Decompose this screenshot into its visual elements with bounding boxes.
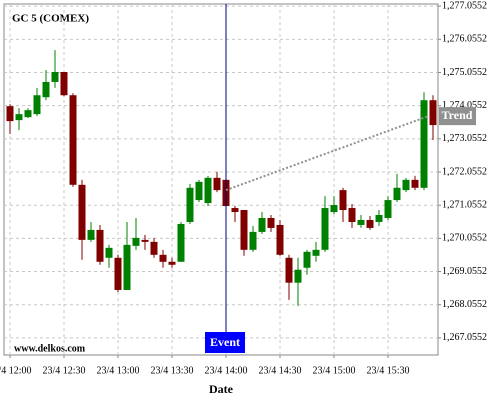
candle-body bbox=[339, 190, 347, 211]
candle-body bbox=[213, 177, 221, 191]
candle-body bbox=[285, 257, 293, 283]
x-tick-label: 23/4 15:30 bbox=[366, 365, 409, 376]
candle-body bbox=[177, 223, 185, 262]
candle-body bbox=[276, 224, 284, 255]
candle-body bbox=[366, 219, 374, 228]
x-axis-label: Date bbox=[209, 382, 234, 396]
candle-body bbox=[330, 205, 338, 213]
candle-body bbox=[321, 208, 329, 250]
candle-body bbox=[24, 110, 32, 118]
candle-body bbox=[312, 249, 320, 256]
x-tick-label: 23/4 14:30 bbox=[258, 365, 301, 376]
candle-body bbox=[267, 217, 275, 228]
candle-body bbox=[402, 179, 410, 191]
candle-body bbox=[132, 237, 140, 246]
candle-body bbox=[159, 254, 167, 262]
trend-label: Trend bbox=[442, 108, 473, 122]
trend-box bbox=[439, 107, 476, 126]
candle-body bbox=[195, 181, 203, 201]
candle-body bbox=[240, 210, 248, 250]
x-tick-label: 23/4 13:30 bbox=[150, 365, 193, 376]
y-tick-label: 1,273.0552 bbox=[442, 133, 487, 144]
candle-body bbox=[150, 241, 158, 255]
y-tick-label: 1,272.0552 bbox=[442, 166, 487, 177]
candle-body bbox=[69, 95, 77, 185]
candle-body bbox=[105, 247, 113, 258]
candle-body bbox=[204, 177, 212, 204]
candle-body bbox=[42, 81, 50, 98]
event-label: Event bbox=[210, 335, 240, 349]
candle-body bbox=[249, 231, 257, 250]
y-tick-label: 1,277.0552 bbox=[442, 0, 487, 11]
candle-body bbox=[123, 244, 131, 290]
chart-title: GC 5 (COMEX) bbox=[12, 13, 89, 25]
plot-frame bbox=[3, 3, 439, 356]
candle-body bbox=[429, 100, 437, 126]
y-tick-label: 1,271.0552 bbox=[442, 200, 487, 211]
candle-body bbox=[33, 95, 41, 115]
candle-body bbox=[114, 257, 122, 290]
candle-body bbox=[96, 229, 104, 262]
y-tick-label: 1,267.0552 bbox=[442, 332, 487, 343]
candle-body bbox=[411, 179, 419, 188]
x-tick-label: 23/4 12:30 bbox=[42, 365, 85, 376]
y-tick-label: 1,270.0552 bbox=[442, 233, 487, 244]
candle-body bbox=[87, 229, 95, 240]
candle-body bbox=[168, 261, 176, 265]
candle-body bbox=[78, 184, 86, 240]
candle-body bbox=[51, 72, 59, 82]
candle-body bbox=[375, 214, 383, 222]
x-tick-label: 23/4 15:00 bbox=[312, 365, 355, 376]
event-box bbox=[205, 332, 245, 353]
candle-body bbox=[186, 187, 194, 222]
candle-body bbox=[348, 208, 356, 222]
candle-body bbox=[384, 200, 392, 218]
x-tick-label: 23/4 12:00 bbox=[0, 365, 32, 376]
candle-body bbox=[393, 187, 401, 201]
candle-body bbox=[294, 269, 302, 283]
watermark: www.delkos.com bbox=[14, 343, 86, 354]
candle-body bbox=[6, 106, 14, 122]
candle-body bbox=[141, 239, 149, 242]
trend-line bbox=[225, 115, 429, 192]
y-tick-label: 1,269.0552 bbox=[442, 266, 487, 277]
candle-body bbox=[60, 72, 68, 96]
y-tick-label: 1,275.0552 bbox=[442, 67, 487, 78]
candle-body bbox=[15, 114, 23, 121]
x-tick-label: 23/4 13:00 bbox=[96, 365, 139, 376]
candle-body bbox=[231, 208, 239, 213]
x-tick-label: 23/4 14:00 bbox=[204, 365, 247, 376]
y-tick-label: 1,274.0552 bbox=[442, 100, 487, 111]
y-tick-label: 1,268.0552 bbox=[442, 299, 487, 310]
candle-body bbox=[420, 100, 428, 188]
candle-body bbox=[258, 217, 266, 232]
candle-body bbox=[303, 251, 311, 268]
y-tick-label: 1,276.0552 bbox=[442, 34, 487, 45]
candle-body bbox=[357, 219, 365, 225]
